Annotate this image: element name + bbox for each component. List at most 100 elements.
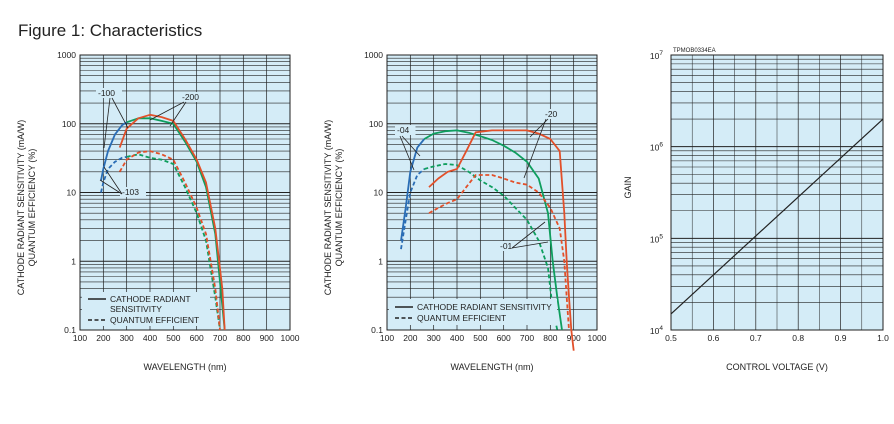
annotation-label: -200	[182, 92, 199, 102]
x-tick-label: 300	[427, 333, 441, 343]
annotation-label: -103	[122, 187, 139, 197]
x-tick-label: 200	[96, 333, 110, 343]
x-tick-label: 1.0	[877, 333, 889, 343]
annotation-label: -20	[545, 109, 558, 119]
y-axis-label: CATHODE RADIANT SENSITIVITY (mA/W)	[323, 120, 333, 296]
figure-title: Figure 1: Characteristics	[18, 21, 202, 40]
x-tick-label: 0.5	[665, 333, 677, 343]
legend-label: QUANTUM EFFICIENT	[110, 315, 199, 325]
legend-box	[389, 299, 557, 325]
annotation-label-bg	[498, 241, 519, 251]
series-line-black-solid	[670, 118, 884, 315]
series-line-green-solid	[423, 129, 563, 331]
y-tick-label: 0.1	[64, 325, 76, 335]
x-tick-label: 500	[166, 333, 180, 343]
series-line-green-dashed	[424, 163, 559, 331]
y-axis-label-2: QUANTUM EFFICIENCY (%)	[27, 149, 37, 267]
x-tick-label: 300	[120, 333, 134, 343]
annotation-leader	[169, 101, 187, 127]
x-tick-label: 0.7	[750, 333, 762, 343]
x-tick-label: 0.6	[707, 333, 719, 343]
annotation-leader	[99, 179, 123, 195]
x-tick-label: 700	[213, 333, 227, 343]
series-line-red-solid	[428, 129, 575, 351]
series-line-green-solid	[126, 117, 226, 331]
corner-label: TPMOB0334EA	[673, 48, 716, 54]
x-tick-label: 1000	[588, 333, 607, 343]
legend-label: CATHODE RADIANT	[110, 294, 191, 304]
x-tick-label: 800	[543, 333, 557, 343]
annotations: -04 -20 -01	[395, 109, 564, 251]
x-tick-label: 600	[190, 333, 204, 343]
y-axis-label: GAIN	[623, 176, 633, 198]
legend-label: CATHODE RADIANT SENSITIVITY	[417, 302, 552, 312]
annotation-label-bg	[543, 109, 564, 119]
annotation-leader	[103, 97, 111, 149]
chart-2: 100 200 300 400 500 600 700 800 900 1000 0.1 1 10 100…	[323, 50, 607, 372]
charts-group: 100 200 300 400 500 600 700 800 900 10000.1110100…	[16, 48, 889, 372]
annotation-leader	[511, 221, 546, 249]
annotation-label: -100	[98, 88, 115, 98]
x-tick-label: 1000	[281, 333, 300, 343]
x-tick-label: 400	[143, 333, 157, 343]
y-tick-label: 1000	[57, 50, 76, 60]
annotation-label-bg	[395, 125, 416, 135]
x-axis-label: CONTROL VOLTAGE (V)	[726, 362, 828, 372]
x-tick-label: 0.8	[792, 333, 804, 343]
y-tick-label: 1	[378, 256, 383, 266]
x-tick-label: 100	[73, 333, 87, 343]
x-tick-label: 900	[567, 333, 581, 343]
y-tick-label: 10	[67, 188, 77, 198]
x-tick-label: 500	[473, 333, 487, 343]
y-tick-label: 107	[650, 50, 663, 61]
annotation-leader	[103, 166, 123, 195]
annotation-leader	[511, 241, 549, 249]
y-tick-label: 100	[369, 119, 383, 129]
y-tick-label: 104	[650, 325, 663, 336]
x-tick-label: 800	[236, 333, 250, 343]
y-tick-label: 1000	[364, 50, 383, 60]
series-line-blue-dashed	[100, 156, 127, 193]
y-tick-label: 0.1	[371, 325, 383, 335]
x-tick-label: 600	[497, 333, 511, 343]
series-line-red-solid	[118, 113, 226, 331]
x-axis-label: WAVELENGTH (nm)	[143, 362, 226, 372]
series-line-red-dashed	[118, 150, 221, 331]
annotations: -100 -200 -103	[96, 88, 206, 197]
x-tick-label: 0.9	[835, 333, 847, 343]
x-tick-label: 900	[260, 333, 274, 343]
legend-label: SENSITIVITY	[110, 304, 162, 314]
annotation-leader	[149, 101, 185, 121]
annotation-label: -04	[397, 125, 410, 135]
y-tick-label: 100	[62, 119, 76, 129]
y-tick-label: 10	[374, 188, 384, 198]
series-line-blue-solid	[400, 138, 425, 241]
y-axis-label: CATHODE RADIANT SENSITIVITY (mA/W)	[16, 120, 26, 296]
chart-1: 100 200 300 400 500 600 700 800 900 1000 0.1 1 10 100…	[16, 50, 300, 372]
series-line-red-dashed	[428, 174, 570, 331]
annotation-leader	[399, 135, 415, 171]
y-tick-label: 105	[650, 233, 663, 244]
series-line-green-dashed	[126, 153, 221, 331]
x-axis-label: WAVELENGTH (nm)	[450, 362, 533, 372]
x-tick-label: 400	[450, 333, 464, 343]
x-tick-label: 100	[380, 333, 394, 343]
annotation-label-bg	[180, 92, 206, 102]
x-tick-label: 200	[403, 333, 417, 343]
annotation-leader	[111, 97, 129, 129]
series-line-blue-dashed	[400, 168, 425, 250]
series-line-blue-solid	[100, 121, 128, 181]
y-axis-label-2: QUANTUM EFFICIENCY (%)	[334, 149, 344, 267]
chart-3: 0.5 0.6 0.7 0.8 0.9 1.0 104 105 106 107 CONTROL VO…	[623, 48, 889, 372]
x-tick-label: 700	[520, 333, 534, 343]
annotation-leader	[523, 118, 547, 179]
legend-label: QUANTUM EFFICIENT	[417, 313, 506, 323]
annotation-label-bg	[120, 187, 146, 197]
annotation-label: -01	[500, 241, 513, 251]
annotation-label-bg	[96, 88, 122, 98]
annotation-leader	[401, 135, 421, 157]
y-tick-label: 106	[650, 142, 663, 153]
